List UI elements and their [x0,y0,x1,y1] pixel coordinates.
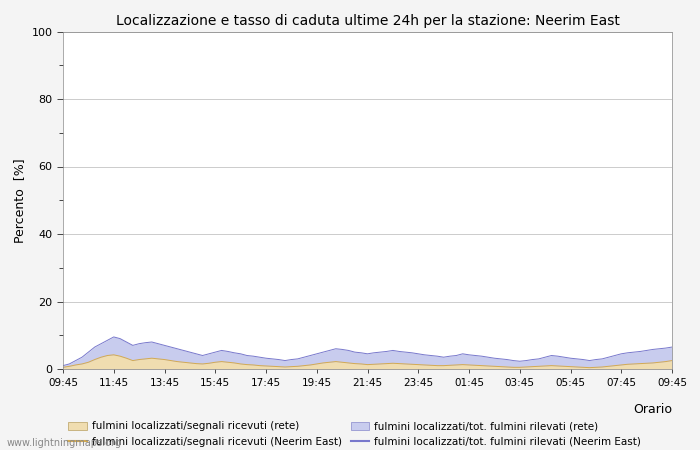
Text: Orario: Orario [633,403,672,416]
Y-axis label: Percento  [%]: Percento [%] [13,158,26,243]
Title: Localizzazione e tasso di caduta ultime 24h per la stazione: Neerim East: Localizzazione e tasso di caduta ultime … [116,14,620,27]
Legend: fulmini localizzati/segnali ricevuti (rete), fulmini localizzati/segnali ricevut: fulmini localizzati/segnali ricevuti (re… [68,422,641,447]
Text: www.lightningmaps.org: www.lightningmaps.org [7,438,122,448]
